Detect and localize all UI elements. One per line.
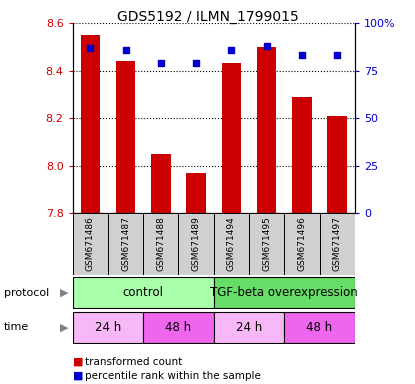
Bar bbox=[292, 97, 312, 213]
Bar bbox=[116, 61, 135, 213]
Point bbox=[193, 60, 200, 66]
Point bbox=[264, 43, 270, 49]
Bar bbox=[81, 35, 100, 213]
Text: GSM671489: GSM671489 bbox=[192, 217, 200, 271]
FancyBboxPatch shape bbox=[73, 277, 214, 308]
Text: ■: ■ bbox=[73, 357, 83, 367]
FancyBboxPatch shape bbox=[249, 213, 284, 275]
Text: ■: ■ bbox=[73, 371, 83, 381]
FancyBboxPatch shape bbox=[284, 312, 355, 343]
Text: GSM671487: GSM671487 bbox=[121, 217, 130, 271]
Point bbox=[334, 52, 341, 58]
Point bbox=[87, 45, 94, 51]
FancyBboxPatch shape bbox=[108, 213, 143, 275]
Text: TGF-beta overexpression: TGF-beta overexpression bbox=[210, 286, 358, 299]
FancyBboxPatch shape bbox=[214, 277, 355, 308]
Point bbox=[299, 52, 305, 58]
Point bbox=[122, 46, 129, 53]
Bar bbox=[222, 63, 241, 213]
Text: time: time bbox=[4, 322, 29, 333]
FancyBboxPatch shape bbox=[214, 213, 249, 275]
Text: 24 h: 24 h bbox=[236, 321, 262, 334]
FancyBboxPatch shape bbox=[143, 213, 178, 275]
Text: GSM671494: GSM671494 bbox=[227, 217, 236, 271]
Text: GSM671486: GSM671486 bbox=[86, 217, 95, 271]
FancyBboxPatch shape bbox=[214, 312, 284, 343]
Text: ▶: ▶ bbox=[60, 288, 68, 298]
FancyBboxPatch shape bbox=[178, 213, 214, 275]
Text: control: control bbox=[123, 286, 164, 299]
Text: 48 h: 48 h bbox=[307, 321, 332, 334]
FancyBboxPatch shape bbox=[73, 213, 108, 275]
FancyBboxPatch shape bbox=[73, 312, 143, 343]
Bar bbox=[327, 116, 347, 213]
FancyBboxPatch shape bbox=[143, 312, 214, 343]
Text: GSM671488: GSM671488 bbox=[156, 217, 165, 271]
Text: 24 h: 24 h bbox=[95, 321, 121, 334]
Text: GSM671496: GSM671496 bbox=[298, 217, 306, 271]
Text: protocol: protocol bbox=[4, 288, 49, 298]
Text: GDS5192 / ILMN_1799015: GDS5192 / ILMN_1799015 bbox=[117, 10, 298, 23]
FancyBboxPatch shape bbox=[284, 213, 320, 275]
Text: transformed count: transformed count bbox=[85, 357, 182, 367]
Text: ▶: ▶ bbox=[60, 322, 68, 333]
Text: percentile rank within the sample: percentile rank within the sample bbox=[85, 371, 261, 381]
Point bbox=[228, 46, 235, 53]
Bar bbox=[151, 154, 171, 213]
Text: GSM671495: GSM671495 bbox=[262, 217, 271, 271]
Text: GSM671497: GSM671497 bbox=[333, 217, 342, 271]
Text: 48 h: 48 h bbox=[166, 321, 191, 334]
Point bbox=[157, 60, 164, 66]
Bar bbox=[257, 47, 276, 213]
Bar bbox=[186, 173, 206, 213]
FancyBboxPatch shape bbox=[320, 213, 355, 275]
